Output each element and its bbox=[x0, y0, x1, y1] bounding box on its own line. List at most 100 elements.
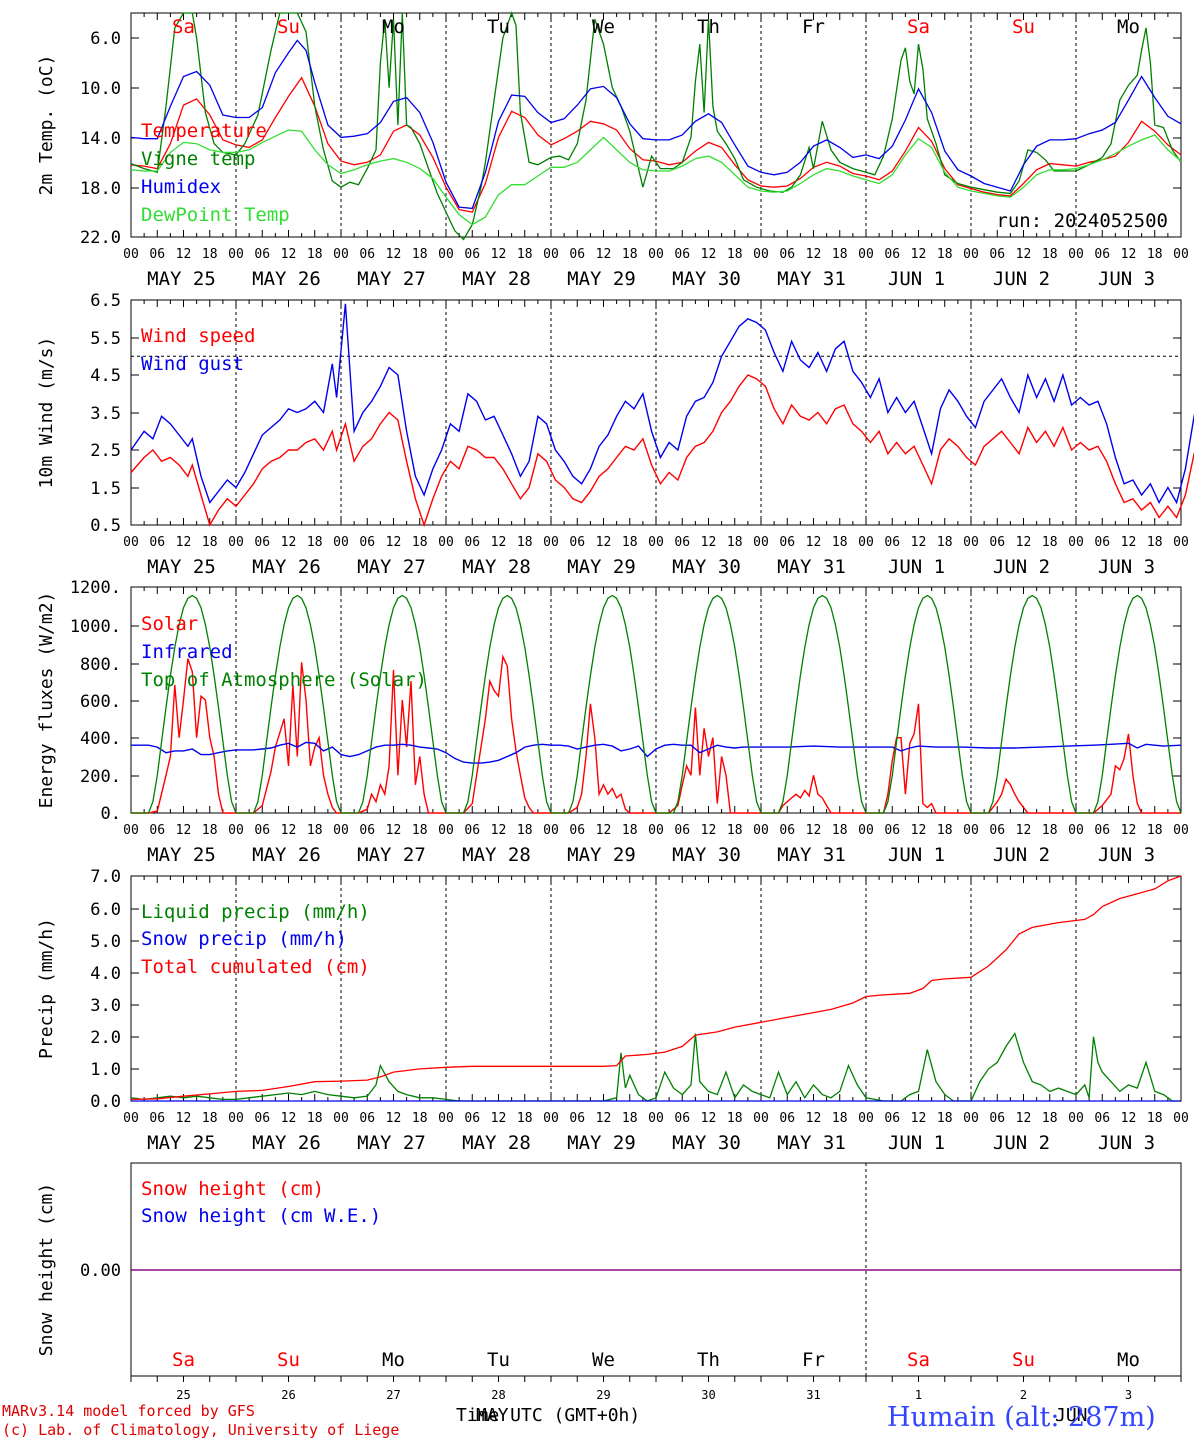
hour-label: 00 bbox=[648, 823, 664, 838]
panel-4: 0.0 1.0 2.0 3.0 4.0 5.0 6.0 7.0 Precip (mm/h) Liq… bbox=[36, 867, 1189, 1154]
hour-label: 06 bbox=[884, 247, 900, 262]
hour-label: 18 bbox=[517, 1111, 533, 1126]
weekday-label: Fr bbox=[802, 16, 825, 38]
hour-label: 00 bbox=[123, 247, 139, 262]
date-label: MAY 28 bbox=[462, 268, 531, 290]
hour-label: 18 bbox=[1042, 535, 1058, 550]
hour-label: 06 bbox=[1094, 535, 1110, 550]
date-label: MAY 28 bbox=[462, 844, 531, 866]
legend-entry: Vigne temp bbox=[141, 148, 255, 170]
hour-label: 06 bbox=[464, 1111, 480, 1126]
y-tick-label: 6.0 bbox=[90, 900, 121, 920]
hour-label: 12 bbox=[386, 1111, 402, 1126]
hour-label: 12 bbox=[1016, 823, 1032, 838]
hour-label: 00 bbox=[123, 823, 139, 838]
hour-label: 06 bbox=[464, 535, 480, 550]
y-tick-label: 1.0 bbox=[90, 1060, 121, 1080]
date-label: JUN 2 bbox=[993, 844, 1050, 866]
day-number: 28 bbox=[491, 1388, 505, 1402]
date-label: MAY 29 bbox=[567, 1132, 636, 1154]
model-credit: MARv3.14 model forced by GFS bbox=[2, 1402, 255, 1420]
y-tick-label: 0.0 bbox=[90, 1092, 121, 1112]
hour-label: 12 bbox=[281, 535, 297, 550]
legend-entry: Liquid precip (mm/h) bbox=[141, 901, 370, 923]
hour-label: 12 bbox=[1016, 1111, 1032, 1126]
hour-label: 00 bbox=[648, 247, 664, 262]
y-tick-label: 600. bbox=[80, 692, 121, 712]
date-label: JUN 3 bbox=[1098, 556, 1155, 578]
hour-label: 00 bbox=[753, 823, 769, 838]
hour-label: 12 bbox=[281, 823, 297, 838]
hour-label: 12 bbox=[176, 247, 192, 262]
hour-label: 06 bbox=[779, 247, 795, 262]
date-label: MAY 25 bbox=[147, 268, 216, 290]
y-tick-label: 0.5 bbox=[90, 516, 121, 536]
hour-label: 12 bbox=[491, 1111, 507, 1126]
hour-label: 18 bbox=[1042, 1111, 1058, 1126]
hour-label: 06 bbox=[254, 823, 270, 838]
hour-label: 00 bbox=[228, 247, 244, 262]
day-number: 31 bbox=[806, 1388, 820, 1402]
hour-label: 18 bbox=[1042, 823, 1058, 838]
hour-label: 18 bbox=[937, 535, 953, 550]
weekday-label: Mo bbox=[1117, 16, 1140, 38]
hour-label: 12 bbox=[176, 823, 192, 838]
hour-label: 00 bbox=[963, 823, 979, 838]
y-axis-title: Snow height (cm) bbox=[36, 1183, 57, 1356]
hour-label: 06 bbox=[464, 247, 480, 262]
series-line bbox=[131, 654, 1181, 814]
hour-label: 06 bbox=[779, 535, 795, 550]
weekday-label: Th bbox=[697, 16, 720, 38]
y-tick-label: 22.0 bbox=[80, 228, 121, 248]
hour-label: 06 bbox=[674, 247, 690, 262]
date-label: MAY 25 bbox=[147, 844, 216, 866]
date-label: JUN 3 bbox=[1098, 268, 1155, 290]
hour-label: 18 bbox=[517, 535, 533, 550]
hour-label: 12 bbox=[386, 823, 402, 838]
hour-label: 18 bbox=[832, 247, 848, 262]
hour-label: 12 bbox=[491, 823, 507, 838]
panel-frame bbox=[130, 299, 1182, 526]
legend-entry: Wind speed bbox=[141, 325, 255, 347]
hour-label: 12 bbox=[701, 823, 717, 838]
hour-label: 12 bbox=[911, 1111, 927, 1126]
series-line bbox=[130, 39, 1182, 210]
y-tick-label: 1200. bbox=[70, 578, 121, 598]
date-label: JUN 3 bbox=[1098, 844, 1155, 866]
y-tick-label: 10.0 bbox=[80, 79, 121, 99]
series-line bbox=[130, 374, 1194, 528]
date-label: MAY 25 bbox=[147, 1132, 216, 1154]
y-tick-label: 3.5 bbox=[90, 404, 121, 424]
hour-label: 12 bbox=[806, 247, 822, 262]
hour-label: 18 bbox=[1147, 247, 1163, 262]
hour-label: 18 bbox=[1042, 247, 1058, 262]
date-label: MAY 30 bbox=[672, 268, 741, 290]
hour-label: 00 bbox=[333, 823, 349, 838]
date-label: MAY 30 bbox=[672, 1132, 741, 1154]
weekday-label: Mo bbox=[1117, 1349, 1140, 1371]
hour-label: 00 bbox=[333, 1111, 349, 1126]
legend-entry: Infrared bbox=[141, 641, 233, 663]
weekday-label: Sa bbox=[172, 1349, 195, 1371]
hour-label: 12 bbox=[701, 1111, 717, 1126]
y-tick-label: 6.5 bbox=[90, 291, 121, 311]
hour-label: 00 bbox=[1173, 823, 1189, 838]
weekday-label: Su bbox=[1012, 16, 1035, 38]
weekday-label: Mo bbox=[382, 16, 405, 38]
hour-label: 12 bbox=[596, 823, 612, 838]
date-label: MAY 26 bbox=[252, 1132, 321, 1154]
day-number: 27 bbox=[386, 1388, 400, 1402]
hour-label: 00 bbox=[1173, 535, 1189, 550]
hour-label: 12 bbox=[491, 535, 507, 550]
weekday-label: We bbox=[592, 16, 615, 38]
y-tick-label: 1000. bbox=[70, 617, 121, 637]
hour-label: 12 bbox=[806, 1111, 822, 1126]
y-axis-title: Precip (mm/h) bbox=[36, 918, 57, 1059]
legend-entry: Temperature bbox=[141, 120, 267, 142]
hour-label: 00 bbox=[543, 535, 559, 550]
hour-label: 00 bbox=[753, 1111, 769, 1126]
hour-label: 00 bbox=[1173, 1111, 1189, 1126]
hour-label: 18 bbox=[622, 823, 638, 838]
y-tick-label: 6.0 bbox=[90, 29, 121, 49]
